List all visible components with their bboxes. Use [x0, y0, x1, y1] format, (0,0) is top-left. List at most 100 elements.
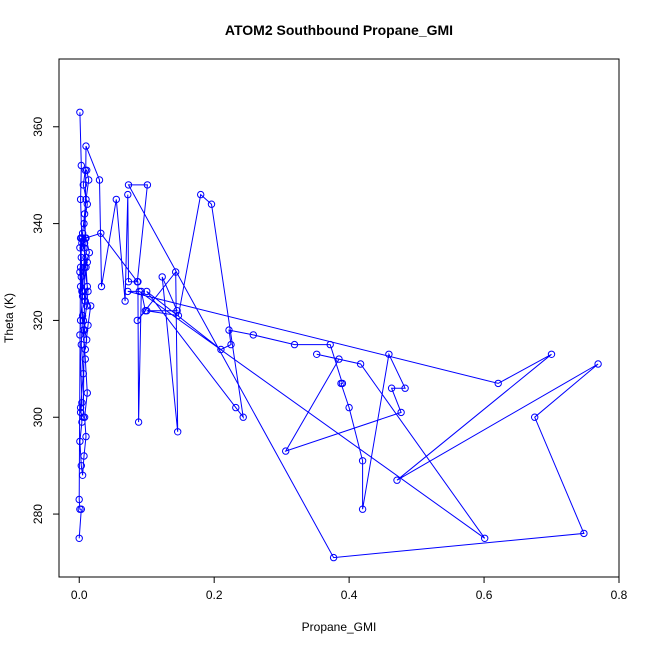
data-point [225, 326, 233, 334]
data-point [345, 403, 353, 412]
data-point [83, 302, 91, 310]
series-line [78, 112, 599, 559]
data-point [84, 321, 92, 329]
data-point [80, 326, 89, 334]
data-point [83, 166, 91, 175]
data-point [239, 413, 247, 421]
data-point [547, 350, 556, 358]
data-point [79, 370, 88, 378]
data-point [76, 268, 84, 276]
data-point [76, 108, 84, 117]
data-point [232, 403, 240, 412]
data-point [82, 432, 90, 441]
data-point [143, 287, 151, 296]
data-point [158, 273, 166, 281]
data-point [81, 345, 90, 354]
data-point [337, 379, 345, 388]
data-point [133, 316, 142, 325]
data-point [77, 340, 86, 349]
data-point [580, 529, 588, 538]
data-point [76, 263, 85, 271]
data-point [83, 258, 92, 266]
data-point [78, 399, 86, 407]
data-point [78, 239, 86, 247]
data-point [77, 505, 86, 513]
data-point [83, 336, 91, 344]
data-point [401, 384, 409, 392]
data-point [282, 447, 290, 455]
data-point [76, 244, 84, 252]
data-point [173, 307, 181, 315]
data-point [82, 142, 90, 150]
data-point [397, 408, 405, 417]
data-point [82, 195, 90, 204]
x-tick-label: 0.8 [611, 588, 628, 602]
data-point [80, 239, 89, 247]
data-point [81, 355, 90, 363]
data-point [80, 219, 88, 228]
data-point [80, 244, 88, 252]
data-point [481, 534, 489, 542]
data-point [358, 457, 367, 465]
plot-area [75, 108, 602, 562]
x-tick-label: 0.4 [341, 588, 358, 602]
x-axis: 0.0 0.2 0.4 0.6 0.8 [71, 576, 628, 602]
data-point [531, 413, 539, 421]
data-point [121, 297, 129, 305]
data-point [75, 495, 83, 504]
data-point [80, 210, 89, 218]
data-point [197, 190, 205, 199]
data-point [87, 302, 95, 310]
data-point [78, 292, 87, 300]
data-point [174, 428, 182, 436]
data-point [227, 340, 235, 349]
data-point [387, 384, 396, 392]
data-point [77, 273, 86, 281]
data-point [217, 345, 225, 354]
y-axis-label: Theta (K) [2, 293, 16, 343]
data-point [85, 176, 93, 184]
data-point [335, 355, 343, 363]
y-tick-label: 360 [31, 116, 45, 136]
data-point [76, 234, 85, 242]
data-point [82, 263, 90, 271]
data-point [78, 311, 87, 320]
data-point [133, 278, 142, 286]
data-point [124, 190, 132, 199]
data-point [97, 282, 106, 291]
data-point [326, 340, 334, 349]
data-point [494, 379, 502, 388]
data-point [124, 181, 133, 189]
data-point [76, 195, 85, 204]
data-point [81, 234, 90, 242]
data-point [134, 418, 143, 426]
data-point [79, 181, 88, 189]
data-point [77, 253, 86, 262]
data-point [594, 360, 602, 368]
data-point [124, 287, 132, 296]
data-point [76, 331, 84, 339]
y-tick-label: 280 [31, 504, 45, 524]
data-point [75, 534, 83, 542]
data-point [76, 437, 84, 446]
chart-title: ATOM2 Southbound Propane_GMI [225, 22, 453, 38]
data-point [143, 181, 152, 189]
data-point [137, 287, 146, 296]
data-point [76, 403, 85, 412]
data-point [290, 340, 299, 349]
data-point [83, 282, 92, 291]
data-point [80, 452, 88, 460]
data-point [124, 278, 133, 286]
y-axis: 280 300 320 340 360 [31, 116, 60, 524]
data-point [83, 389, 92, 397]
data-point [95, 176, 104, 184]
data-point [78, 471, 87, 479]
x-tick-label: 0.6 [476, 588, 493, 602]
data-point [77, 462, 86, 470]
data-point [79, 413, 88, 421]
data-point [85, 248, 94, 257]
y-tick-label: 340 [31, 213, 45, 233]
data-point [97, 229, 105, 238]
data-point [249, 331, 258, 339]
